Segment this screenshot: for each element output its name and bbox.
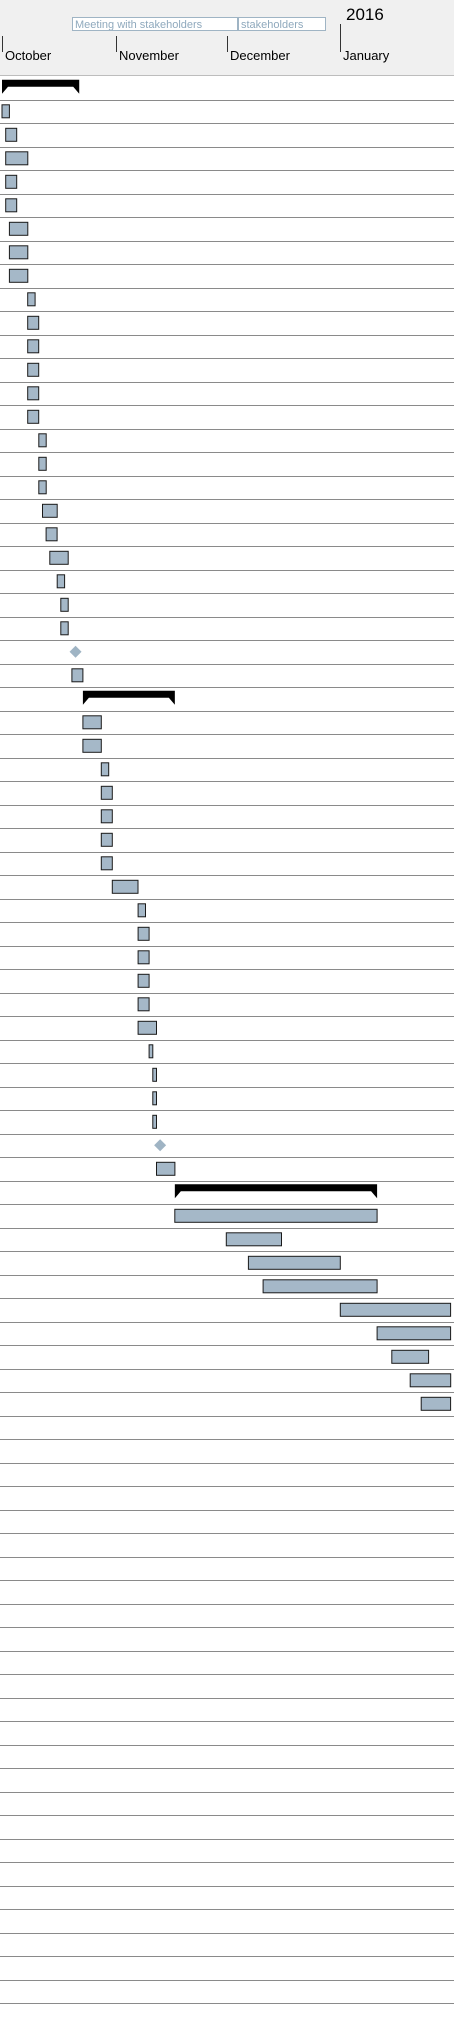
- milestone-label-stakeholders: stakeholders: [238, 17, 326, 31]
- task-bar[interactable]: [175, 1209, 377, 1222]
- year-label: 2016: [346, 5, 384, 25]
- task-bar[interactable]: [83, 739, 101, 752]
- milestone-marker[interactable]: [70, 646, 82, 658]
- task-bar[interactable]: [28, 363, 39, 376]
- task-bar[interactable]: [39, 481, 46, 494]
- task-bar[interactable]: [101, 810, 112, 823]
- task-bar[interactable]: [28, 410, 39, 423]
- task-bar[interactable]: [9, 222, 27, 235]
- task-bar[interactable]: [6, 128, 17, 141]
- task-bar[interactable]: [410, 1374, 451, 1387]
- task-bar[interactable]: [138, 927, 149, 940]
- task-bar[interactable]: [101, 833, 112, 846]
- task-bar[interactable]: [46, 528, 57, 541]
- task-bar[interactable]: [39, 457, 46, 470]
- task-bar[interactable]: [6, 175, 17, 188]
- task-bar[interactable]: [138, 998, 149, 1011]
- task-bar[interactable]: [101, 763, 108, 776]
- task-bar[interactable]: [9, 269, 27, 282]
- task-bar[interactable]: [138, 974, 149, 987]
- task-bar[interactable]: [72, 669, 83, 682]
- task-bar[interactable]: [57, 575, 64, 588]
- task-bar[interactable]: [28, 316, 39, 329]
- task-bar[interactable]: [101, 857, 112, 870]
- summary-bar[interactable]: [2, 80, 79, 94]
- task-bar[interactable]: [248, 1256, 340, 1269]
- task-bar[interactable]: [43, 504, 58, 517]
- month-tick-december: [227, 36, 228, 52]
- task-bar[interactable]: [392, 1350, 429, 1363]
- task-bar[interactable]: [153, 1115, 157, 1128]
- month-tick-october: [2, 36, 3, 52]
- task-bar[interactable]: [28, 293, 35, 306]
- task-bar[interactable]: [138, 1021, 156, 1034]
- month-label-october: October: [5, 48, 51, 63]
- task-bar[interactable]: [6, 199, 17, 212]
- summary-bar[interactable]: [175, 1184, 377, 1198]
- task-bar[interactable]: [6, 152, 28, 165]
- task-bar[interactable]: [112, 880, 138, 893]
- month-tick-january: [340, 36, 341, 52]
- task-bar[interactable]: [39, 434, 46, 447]
- month-label-january: January: [343, 48, 389, 63]
- task-bar[interactable]: [28, 340, 39, 353]
- task-bar[interactable]: [263, 1280, 377, 1293]
- task-bar[interactable]: [101, 786, 112, 799]
- task-bar[interactable]: [2, 105, 9, 118]
- month-tick-november: [116, 36, 117, 52]
- task-bar[interactable]: [138, 951, 149, 964]
- task-bar[interactable]: [61, 598, 68, 611]
- task-bar[interactable]: [149, 1045, 153, 1058]
- task-bar[interactable]: [377, 1327, 451, 1340]
- task-bar[interactable]: [226, 1233, 281, 1246]
- task-bar[interactable]: [83, 716, 101, 729]
- task-bar[interactable]: [157, 1162, 175, 1175]
- task-bar[interactable]: [9, 246, 27, 259]
- task-bar[interactable]: [28, 387, 39, 400]
- task-bar[interactable]: [138, 904, 145, 917]
- gantt-chart: [0, 76, 454, 2019]
- milestone-marker[interactable]: [154, 1139, 166, 1151]
- summary-bar[interactable]: [83, 691, 175, 705]
- milestone-label-meeting: Meeting with stakeholders: [72, 17, 238, 31]
- task-bar[interactable]: [153, 1092, 157, 1105]
- task-bar[interactable]: [50, 551, 68, 564]
- gantt-body: [0, 76, 454, 2019]
- month-label-december: December: [230, 48, 290, 63]
- timeline-header: Meeting with stakeholders stakeholders 2…: [0, 0, 454, 76]
- month-label-november: November: [119, 48, 179, 63]
- task-bar[interactable]: [421, 1397, 450, 1410]
- task-bar[interactable]: [153, 1068, 157, 1081]
- task-bar[interactable]: [61, 622, 68, 635]
- task-bar[interactable]: [340, 1303, 450, 1316]
